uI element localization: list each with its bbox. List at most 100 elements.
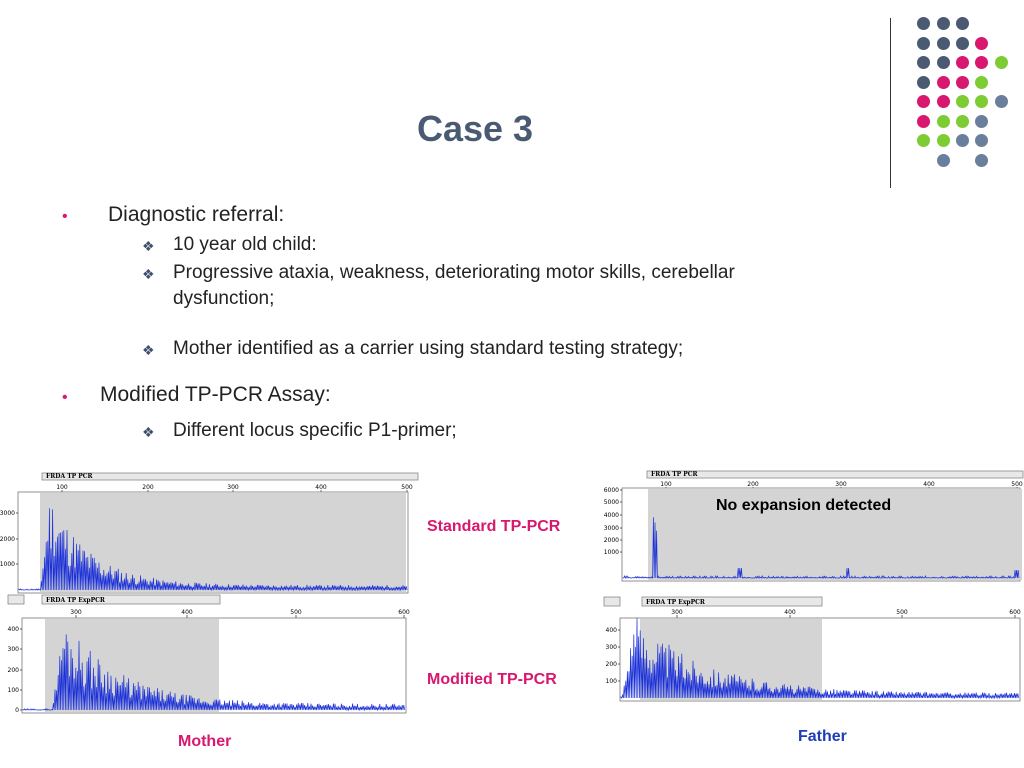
decorative-dot xyxy=(936,95,950,108)
x-tick-label: 500 xyxy=(896,609,908,616)
father-modified-electropherogram: FRDA TP ExpPCR 300 400 500 600 400 300 200 100 xyxy=(600,595,1024,707)
decorative-dot xyxy=(994,95,1008,108)
x-tick-label: 500 xyxy=(401,484,413,491)
x-tick-label: 400 xyxy=(181,609,193,616)
decorative-dot xyxy=(955,36,969,50)
decorative-dot xyxy=(955,134,969,147)
decorative-dot xyxy=(917,17,931,30)
decorative-dot xyxy=(955,75,969,89)
mother-standard-electropherogram: FRDA TP PCR 100 200 300 400 500 3000 2000 1000 xyxy=(0,470,420,594)
decorative-dot xyxy=(917,114,931,128)
sub-bullet-symptoms-cont: dysfunction; xyxy=(173,288,275,309)
y-tick-label: 0 xyxy=(15,707,19,714)
modified-tp-pcr-label: Modified TP-PCR xyxy=(427,671,557,688)
decorative-dot xyxy=(975,153,989,167)
panel-header-text: FRDA TP PCR xyxy=(46,473,94,480)
x-tick-label: 400 xyxy=(315,484,327,491)
diamond-bullet-icon: ❖ xyxy=(142,342,155,358)
x-tick-label: 300 xyxy=(835,481,847,488)
slide-title: Case 3 xyxy=(416,108,534,149)
x-tick-label: 300 xyxy=(227,484,239,491)
decorative-dot xyxy=(955,95,969,108)
diamond-bullet-icon: ❖ xyxy=(142,238,155,254)
x-tick-label: 100 xyxy=(660,481,672,488)
decorative-dot xyxy=(936,56,950,69)
decorative-dot xyxy=(955,17,969,30)
y-tick-label: 400 xyxy=(606,627,618,634)
sub-bullet-mother-carrier: Mother identified as a carrier using sta… xyxy=(173,338,684,359)
mother-modified-electropherogram: FRDA TP ExpPCR 300 400 500 600 400 300 200 100 0 xyxy=(0,593,410,718)
y-tick-label: 200 xyxy=(606,661,618,668)
standard-tp-pcr-label: Standard TP-PCR xyxy=(427,518,561,535)
decorative-dot xyxy=(936,36,950,50)
decorative-dot xyxy=(975,95,989,108)
decorative-dot xyxy=(975,56,989,69)
panel-header-bar xyxy=(7,594,25,605)
y-tick-label: 2000 xyxy=(604,537,619,544)
divider-line xyxy=(890,18,891,188)
panel-header-bar xyxy=(41,594,221,605)
diamond-bullet-icon: ❖ xyxy=(142,424,155,440)
x-tick-label: 400 xyxy=(923,481,935,488)
y-tick-label: 2000 xyxy=(0,536,15,543)
signal-trace xyxy=(620,618,1019,700)
y-tick-label: 400 xyxy=(8,626,20,633)
x-tick-label: 400 xyxy=(784,609,796,616)
decorative-dot xyxy=(975,36,989,50)
decorative-dot xyxy=(975,134,989,147)
y-tick-label: 300 xyxy=(8,646,20,653)
y-tick-label: 1000 xyxy=(0,561,15,568)
signal-trace xyxy=(622,517,1020,580)
decorative-dot xyxy=(917,134,931,147)
decorative-dot xyxy=(917,95,931,108)
decorative-dot xyxy=(955,56,969,69)
father-label: Father xyxy=(798,728,847,745)
panel-header-text: FRDA TP ExpPCR xyxy=(646,599,706,606)
bullet-diagnostic-referral: Diagnostic referral: xyxy=(108,203,285,226)
x-tick-label: 500 xyxy=(290,609,302,616)
y-tick-label: 1000 xyxy=(604,549,619,556)
x-tick-label: 200 xyxy=(142,484,154,491)
x-tick-label: 300 xyxy=(70,609,82,616)
x-tick-label: 600 xyxy=(1009,609,1021,616)
sub-bullet-primer: Different locus specific P1-primer; xyxy=(173,420,457,441)
y-tick-label: 100 xyxy=(8,687,20,694)
panel-header-bar xyxy=(603,596,621,607)
panel-header-text: FRDA TP PCR xyxy=(651,471,699,478)
y-tick-label: 5000 xyxy=(604,499,619,506)
decorative-dot xyxy=(936,134,950,147)
mother-label: Mother xyxy=(178,733,232,750)
x-tick-label: 200 xyxy=(747,481,759,488)
analysis-window-shade xyxy=(648,489,1022,580)
x-tick-label: 500 xyxy=(1011,481,1023,488)
decorative-dot xyxy=(917,56,931,69)
bullet-dot-icon: • xyxy=(62,208,68,225)
y-tick-label: 200 xyxy=(8,667,20,674)
sub-bullet-symptoms: Progressive ataxia, weakness, deteriorat… xyxy=(173,262,735,283)
signal-trace xyxy=(22,634,405,712)
panel-header-bar xyxy=(41,472,419,481)
decorative-dot xyxy=(975,75,989,89)
decorative-dot xyxy=(917,75,931,89)
bullet-modified-assay: Modified TP-PCR Assay: xyxy=(100,383,331,406)
decorative-dot xyxy=(994,56,1008,69)
y-tick-label: 3000 xyxy=(0,510,15,517)
bullet-dot-icon: • xyxy=(62,389,68,406)
decorative-dot xyxy=(955,114,969,128)
y-tick-label: 100 xyxy=(606,678,618,685)
decorative-dot xyxy=(936,114,950,128)
x-tick-label: 600 xyxy=(398,609,410,616)
panel-header-bar xyxy=(641,596,823,607)
y-tick-label: 6000 xyxy=(604,487,619,494)
decorative-dot xyxy=(917,36,931,50)
signal-trace xyxy=(18,508,408,592)
father-standard-electropherogram: FRDA TP PCR 100 200 300 400 500 6000 5000 4000 30… xyxy=(600,468,1024,586)
y-tick-label: 300 xyxy=(606,644,618,651)
decorative-dot xyxy=(936,153,950,167)
panel-header-text: FRDA TP ExpPCR xyxy=(46,597,106,604)
panel-header-bar xyxy=(646,470,1024,479)
y-tick-label: 3000 xyxy=(604,525,619,532)
decorative-dot xyxy=(975,114,989,128)
x-tick-label: 300 xyxy=(671,609,683,616)
decorative-dot xyxy=(936,17,950,30)
